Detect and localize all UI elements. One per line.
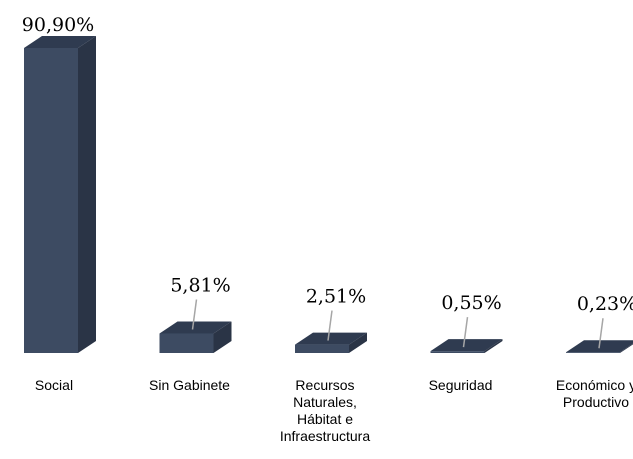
leader-line	[327, 310, 333, 341]
data-label: 2,51%	[306, 286, 366, 308]
leader-line	[462, 317, 469, 348]
x-tick-label: Recursos Naturales, Hábitat e Infraestru…	[279, 377, 371, 444]
x-tick-label: Sin Gabinete	[149, 377, 230, 393]
bar	[24, 48, 78, 353]
bar-side	[620, 343, 633, 353]
bar-side	[213, 321, 232, 353]
data-label: 90,90%	[22, 14, 94, 36]
leader-line	[191, 299, 198, 330]
bar-side	[484, 339, 503, 353]
x-tick-label: Seguridad	[428, 377, 493, 393]
x-tick-label: Social	[34, 377, 74, 393]
bar	[159, 333, 214, 353]
bar	[566, 352, 620, 353]
bar-side	[349, 332, 367, 353]
data-label: 5,81%	[170, 275, 230, 297]
bar	[295, 344, 349, 353]
bar-side	[78, 36, 96, 353]
bar-top	[159, 321, 232, 334]
data-label: 0,23%	[577, 293, 633, 315]
data-label: 0,55%	[441, 292, 501, 314]
leader-line	[598, 318, 604, 349]
bar-top	[295, 332, 367, 345]
x-tick-label: Económico y Productivo	[555, 377, 633, 410]
bar-top	[24, 36, 96, 48]
bar-top	[430, 339, 503, 352]
bar	[430, 351, 485, 353]
